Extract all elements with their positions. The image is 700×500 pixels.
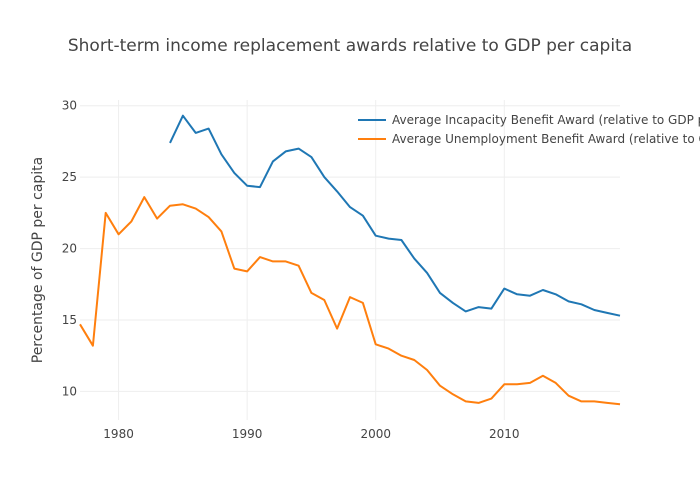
series-lines: [79, 114, 621, 406]
legend-label: Average Unemployment Benefit Award (rela…: [392, 132, 700, 146]
legend-item-0[interactable]: Average Incapacity Benefit Award (relati…: [358, 113, 700, 127]
gridlines: [80, 100, 620, 420]
legend-item-1[interactable]: Average Unemployment Benefit Award (rela…: [358, 132, 700, 146]
y-axis-label: Percentage of GDP per capita: [30, 157, 46, 364]
series-line-1: [79, 196, 621, 406]
series-line-0: [169, 114, 621, 317]
legend-label: Average Incapacity Benefit Award (relati…: [392, 113, 700, 127]
x-tick-label: 2000: [360, 427, 391, 441]
y-tick-label: 20: [62, 242, 77, 256]
y-tick-label: 30: [62, 99, 77, 113]
x-tick-label: 1980: [103, 427, 134, 441]
y-tick-label: 25: [62, 170, 77, 184]
x-tick-label: 1990: [232, 427, 263, 441]
x-tick-label: 2010: [489, 427, 520, 441]
y-tick-label: 15: [62, 313, 77, 327]
y-tick-label: 10: [62, 384, 77, 398]
chart-title: Short-term income replacement awards rel…: [68, 36, 632, 56]
legend[interactable]: Average Incapacity Benefit Award (relati…: [358, 113, 700, 146]
